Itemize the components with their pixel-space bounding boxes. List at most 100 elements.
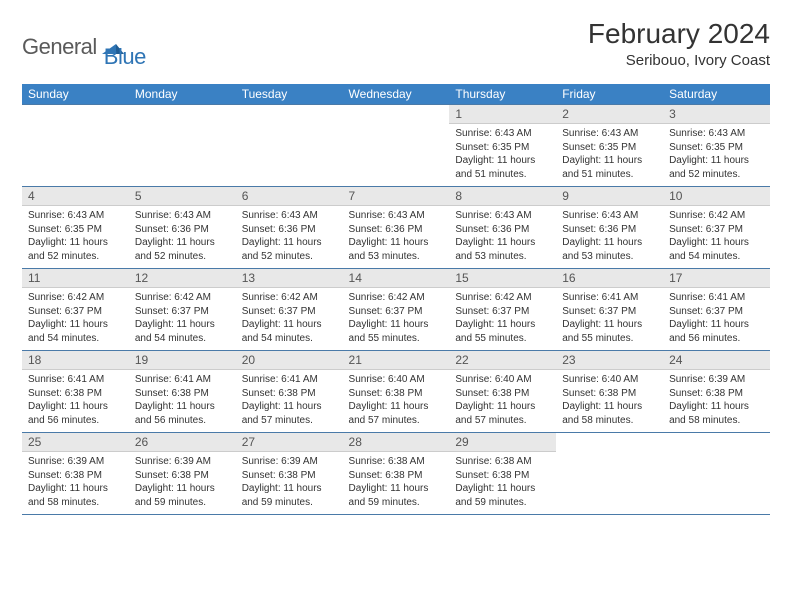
logo-text-blue: Blue (104, 44, 146, 70)
day-info: Sunrise: 6:41 AMSunset: 6:38 PMDaylight:… (22, 370, 129, 430)
day-number: 9 (556, 187, 663, 206)
calendar-day-cell: 17Sunrise: 6:41 AMSunset: 6:37 PMDayligh… (663, 269, 770, 351)
calendar-day-cell (556, 433, 663, 515)
calendar-day-cell: 28Sunrise: 6:38 AMSunset: 6:38 PMDayligh… (343, 433, 450, 515)
day-info: Sunrise: 6:39 AMSunset: 6:38 PMDaylight:… (236, 452, 343, 512)
day-info: Sunrise: 6:38 AMSunset: 6:38 PMDaylight:… (449, 452, 556, 512)
day-info: Sunrise: 6:43 AMSunset: 6:35 PMDaylight:… (556, 124, 663, 184)
day-number: 21 (343, 351, 450, 370)
calendar-day-cell (129, 105, 236, 187)
day-number: 25 (22, 433, 129, 452)
day-info: Sunrise: 6:42 AMSunset: 6:37 PMDaylight:… (236, 288, 343, 348)
day-info: Sunrise: 6:40 AMSunset: 6:38 PMDaylight:… (556, 370, 663, 430)
calendar-day-cell: 26Sunrise: 6:39 AMSunset: 6:38 PMDayligh… (129, 433, 236, 515)
day-number: 6 (236, 187, 343, 206)
day-info: Sunrise: 6:43 AMSunset: 6:36 PMDaylight:… (236, 206, 343, 266)
day-number: 18 (22, 351, 129, 370)
day-info: Sunrise: 6:42 AMSunset: 6:37 PMDaylight:… (449, 288, 556, 348)
calendar-day-cell: 1Sunrise: 6:43 AMSunset: 6:35 PMDaylight… (449, 105, 556, 187)
weekday-header: Friday (556, 84, 663, 105)
day-number: 23 (556, 351, 663, 370)
day-info: Sunrise: 6:43 AMSunset: 6:36 PMDaylight:… (343, 206, 450, 266)
day-info: Sunrise: 6:43 AMSunset: 6:36 PMDaylight:… (556, 206, 663, 266)
day-number: 17 (663, 269, 770, 288)
calendar-week-row: 11Sunrise: 6:42 AMSunset: 6:37 PMDayligh… (22, 269, 770, 351)
day-number: 2 (556, 105, 663, 124)
calendar-day-cell (663, 433, 770, 515)
calendar-day-cell: 14Sunrise: 6:42 AMSunset: 6:37 PMDayligh… (343, 269, 450, 351)
day-number: 16 (556, 269, 663, 288)
calendar-day-cell: 19Sunrise: 6:41 AMSunset: 6:38 PMDayligh… (129, 351, 236, 433)
calendar-day-cell: 4Sunrise: 6:43 AMSunset: 6:35 PMDaylight… (22, 187, 129, 269)
logo: General Blue (22, 18, 146, 70)
calendar-day-cell: 12Sunrise: 6:42 AMSunset: 6:37 PMDayligh… (129, 269, 236, 351)
day-number: 27 (236, 433, 343, 452)
weekday-header: Sunday (22, 84, 129, 105)
day-info: Sunrise: 6:38 AMSunset: 6:38 PMDaylight:… (343, 452, 450, 512)
day-info: Sunrise: 6:43 AMSunset: 6:35 PMDaylight:… (22, 206, 129, 266)
calendar-day-cell: 5Sunrise: 6:43 AMSunset: 6:36 PMDaylight… (129, 187, 236, 269)
day-info: Sunrise: 6:39 AMSunset: 6:38 PMDaylight:… (22, 452, 129, 512)
day-number: 22 (449, 351, 556, 370)
day-number: 28 (343, 433, 450, 452)
day-info: Sunrise: 6:42 AMSunset: 6:37 PMDaylight:… (22, 288, 129, 348)
logo-text-general: General (22, 34, 97, 60)
page-title: February 2024 (588, 18, 770, 50)
day-info: Sunrise: 6:42 AMSunset: 6:37 PMDaylight:… (663, 206, 770, 266)
calendar-day-cell: 18Sunrise: 6:41 AMSunset: 6:38 PMDayligh… (22, 351, 129, 433)
title-block: February 2024 Seribouo, Ivory Coast (588, 18, 770, 69)
calendar-day-cell: 3Sunrise: 6:43 AMSunset: 6:35 PMDaylight… (663, 105, 770, 187)
day-info: Sunrise: 6:43 AMSunset: 6:36 PMDaylight:… (129, 206, 236, 266)
day-info: Sunrise: 6:40 AMSunset: 6:38 PMDaylight:… (449, 370, 556, 430)
calendar-day-cell: 22Sunrise: 6:40 AMSunset: 6:38 PMDayligh… (449, 351, 556, 433)
day-number: 7 (343, 187, 450, 206)
calendar-day-cell: 27Sunrise: 6:39 AMSunset: 6:38 PMDayligh… (236, 433, 343, 515)
calendar-table: Sunday Monday Tuesday Wednesday Thursday… (22, 84, 770, 515)
day-number: 1 (449, 105, 556, 124)
day-info: Sunrise: 6:41 AMSunset: 6:37 PMDaylight:… (663, 288, 770, 348)
calendar-week-row: 1Sunrise: 6:43 AMSunset: 6:35 PMDaylight… (22, 105, 770, 187)
day-number: 29 (449, 433, 556, 452)
calendar-day-cell: 21Sunrise: 6:40 AMSunset: 6:38 PMDayligh… (343, 351, 450, 433)
day-info: Sunrise: 6:42 AMSunset: 6:37 PMDaylight:… (129, 288, 236, 348)
calendar-day-cell: 29Sunrise: 6:38 AMSunset: 6:38 PMDayligh… (449, 433, 556, 515)
calendar-day-cell (343, 105, 450, 187)
weekday-header: Tuesday (236, 84, 343, 105)
day-info: Sunrise: 6:40 AMSunset: 6:38 PMDaylight:… (343, 370, 450, 430)
day-info: Sunrise: 6:41 AMSunset: 6:38 PMDaylight:… (129, 370, 236, 430)
weekday-header: Monday (129, 84, 236, 105)
day-number: 15 (449, 269, 556, 288)
day-number: 26 (129, 433, 236, 452)
calendar-week-row: 25Sunrise: 6:39 AMSunset: 6:38 PMDayligh… (22, 433, 770, 515)
day-number: 19 (129, 351, 236, 370)
calendar-day-cell: 11Sunrise: 6:42 AMSunset: 6:37 PMDayligh… (22, 269, 129, 351)
day-number: 24 (663, 351, 770, 370)
calendar-day-cell: 13Sunrise: 6:42 AMSunset: 6:37 PMDayligh… (236, 269, 343, 351)
calendar-day-cell: 6Sunrise: 6:43 AMSunset: 6:36 PMDaylight… (236, 187, 343, 269)
calendar-day-cell: 2Sunrise: 6:43 AMSunset: 6:35 PMDaylight… (556, 105, 663, 187)
day-number: 10 (663, 187, 770, 206)
calendar-day-cell: 7Sunrise: 6:43 AMSunset: 6:36 PMDaylight… (343, 187, 450, 269)
day-number: 3 (663, 105, 770, 124)
day-number: 14 (343, 269, 450, 288)
calendar-day-cell: 20Sunrise: 6:41 AMSunset: 6:38 PMDayligh… (236, 351, 343, 433)
calendar-week-row: 4Sunrise: 6:43 AMSunset: 6:35 PMDaylight… (22, 187, 770, 269)
day-number: 4 (22, 187, 129, 206)
weekday-header: Thursday (449, 84, 556, 105)
calendar-day-cell (22, 105, 129, 187)
day-info: Sunrise: 6:43 AMSunset: 6:35 PMDaylight:… (663, 124, 770, 184)
calendar-day-cell: 9Sunrise: 6:43 AMSunset: 6:36 PMDaylight… (556, 187, 663, 269)
weekday-header: Saturday (663, 84, 770, 105)
calendar-day-cell: 24Sunrise: 6:39 AMSunset: 6:38 PMDayligh… (663, 351, 770, 433)
day-number: 8 (449, 187, 556, 206)
day-number: 5 (129, 187, 236, 206)
calendar-day-cell: 25Sunrise: 6:39 AMSunset: 6:38 PMDayligh… (22, 433, 129, 515)
header: General Blue February 2024 Seribouo, Ivo… (22, 18, 770, 70)
day-number: 12 (129, 269, 236, 288)
day-info: Sunrise: 6:43 AMSunset: 6:36 PMDaylight:… (449, 206, 556, 266)
day-info: Sunrise: 6:43 AMSunset: 6:35 PMDaylight:… (449, 124, 556, 184)
day-info: Sunrise: 6:41 AMSunset: 6:37 PMDaylight:… (556, 288, 663, 348)
calendar-week-row: 18Sunrise: 6:41 AMSunset: 6:38 PMDayligh… (22, 351, 770, 433)
weekday-header-row: Sunday Monday Tuesday Wednesday Thursday… (22, 84, 770, 105)
day-number: 20 (236, 351, 343, 370)
